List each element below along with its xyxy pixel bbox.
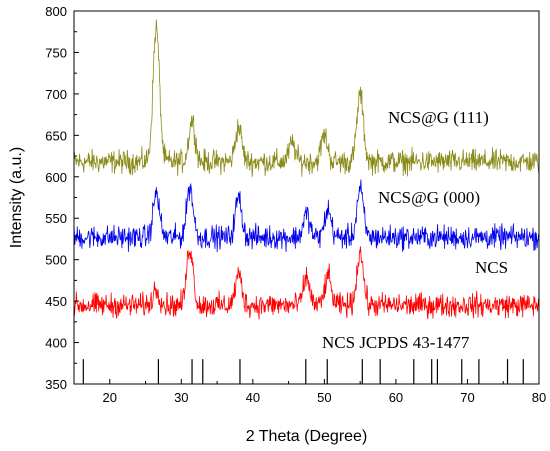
y-tick-label: 400: [45, 336, 67, 351]
series-line: [73, 246, 540, 320]
series-label: NCS@G (111): [388, 108, 489, 127]
x-tick-label: 40: [246, 390, 260, 405]
x-tick-label: 60: [389, 390, 403, 405]
y-tick-label: 700: [45, 87, 67, 102]
y-tick-label: 350: [45, 377, 67, 392]
y-tick-label: 550: [45, 211, 67, 226]
x-tick-label: 50: [317, 390, 331, 405]
series-label: NCS@G (000): [378, 188, 480, 207]
series-line: [73, 179, 540, 253]
y-tick-label: 500: [45, 253, 67, 268]
series-label: NCS: [475, 258, 508, 277]
series-labels: NCS@G (111) NCS@G (000) NCS NCS JCPDS 43-14…: [322, 108, 508, 352]
x-tick-label: 80: [532, 390, 546, 405]
series-line: [73, 19, 540, 177]
axes: 20 30 40 50 60 70 80 350 400 450 500 550 600 650 700 75…: [45, 4, 546, 405]
y-tick-label: 450: [45, 294, 67, 309]
y-tick-label: 750: [45, 45, 67, 60]
x-tick-label: 70: [460, 390, 474, 405]
x-tick-label: 20: [103, 390, 117, 405]
series-layer: [73, 19, 540, 320]
y-tick-label: 600: [45, 170, 67, 185]
reference-label: NCS JCPDS 43-1477: [322, 333, 470, 352]
x-axis-title: 2 Theta (Degree): [246, 428, 368, 445]
y-tick-label: 650: [45, 128, 67, 143]
x-tick-label: 30: [174, 390, 188, 405]
y-tick-label: 800: [45, 4, 67, 19]
y-axis-title: Intensity (a.u.): [8, 147, 25, 248]
reference-lines: [82, 359, 524, 384]
